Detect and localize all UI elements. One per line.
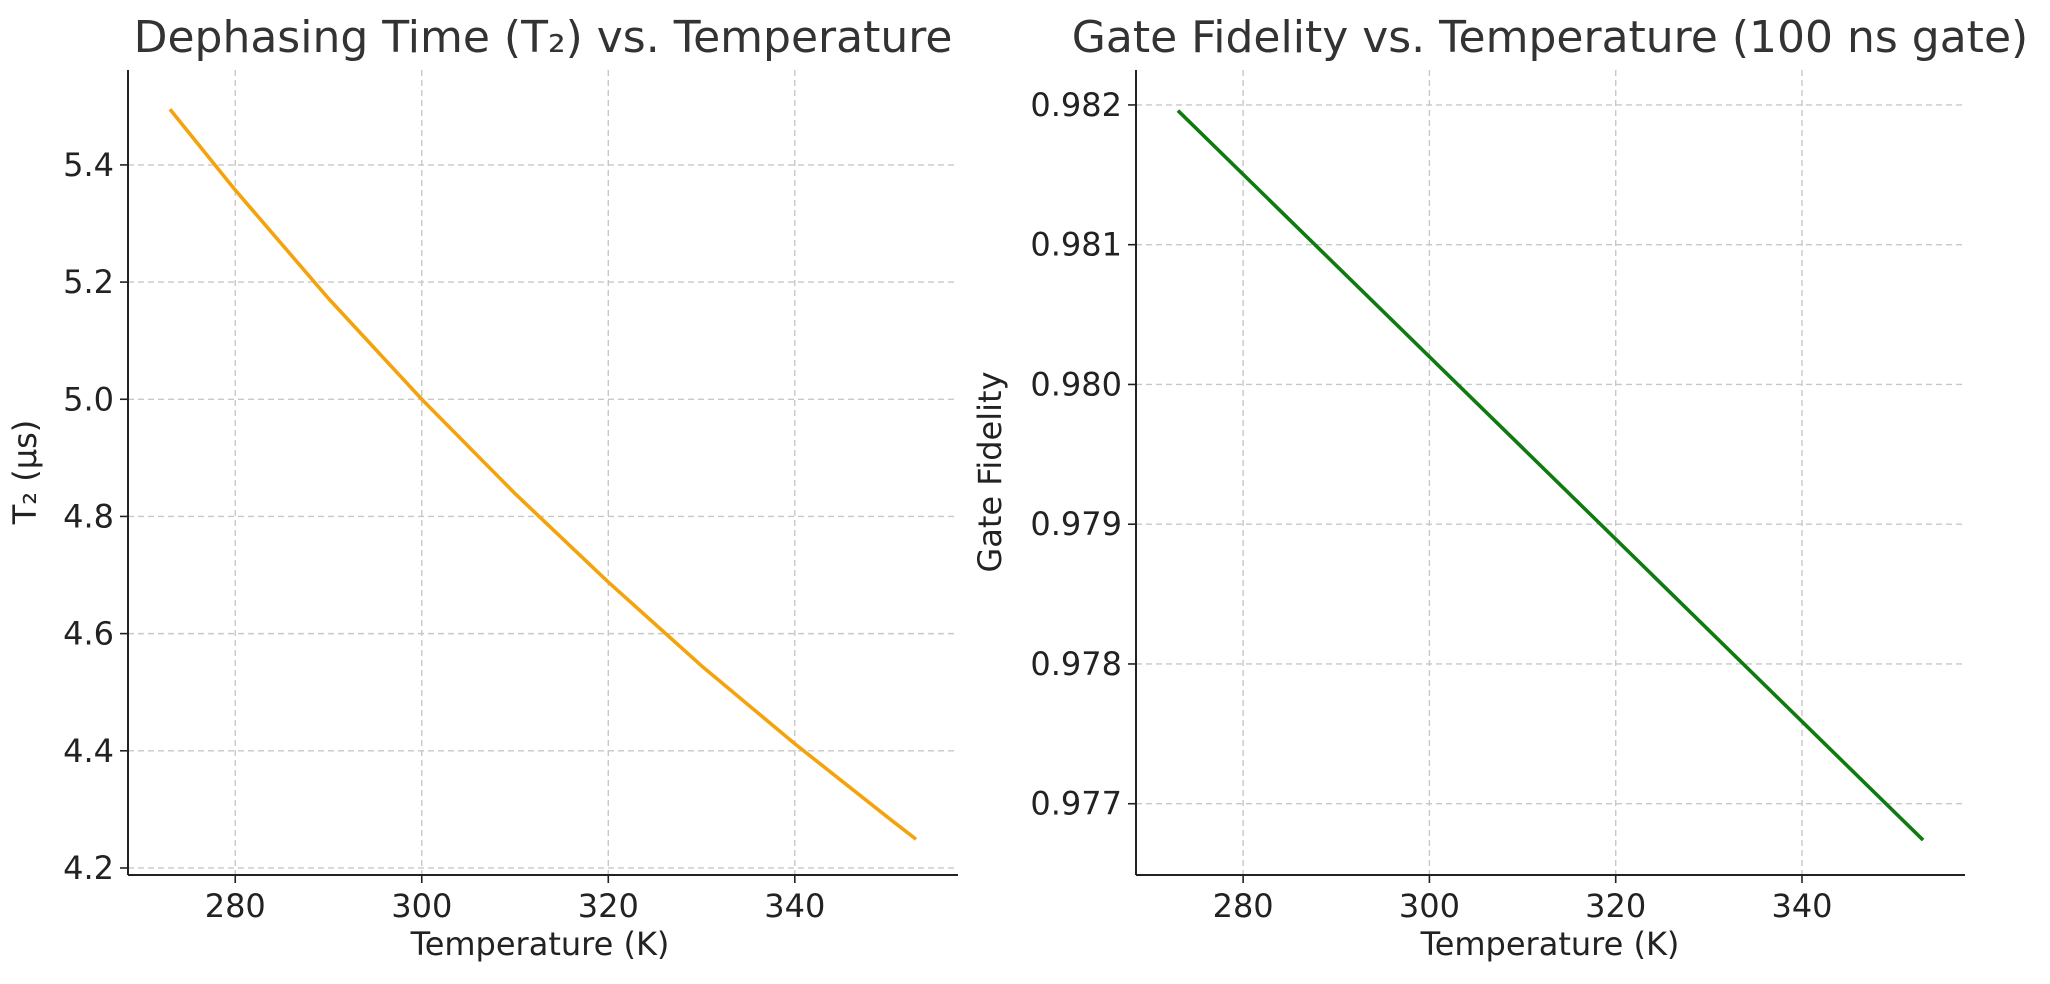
fidelity-y-axis-label: Gate Fidelity: [971, 371, 1009, 572]
t2-x-axis-label: Temperature (K): [410, 925, 670, 963]
t2-y-tick-label: 5.2: [63, 263, 114, 301]
t2-y-tick-label: 4.4: [63, 732, 114, 770]
fidelity-y-tick-label: 0.982: [1030, 86, 1122, 124]
t2-y-axis-label: T₂ (µs): [6, 420, 44, 526]
t2-chart: 280 300 320 340 4.2 4.4 4.6 4.8 5.0 5.2 5.4 Dephasi…: [6, 12, 958, 963]
fidelity-x-tick-label: 320: [1585, 887, 1646, 925]
fidelity-y-tick-label: 0.979: [1030, 505, 1122, 543]
fidelity-x-tick-label: 300: [1399, 887, 1460, 925]
t2-series-line: [168, 108, 918, 841]
t2-chart-title: Dephasing Time (T₂) vs. Temperature: [134, 12, 953, 63]
fidelity-series-line: [1176, 109, 1925, 842]
t2-x-tick-label: 300: [391, 887, 452, 925]
t2-y-tick-label: 4.8: [63, 497, 114, 535]
fidelity-chart: 280 300 320 340 0.977 0.978 0.979 0.980 0.981 0.9…: [971, 12, 2028, 963]
t2-y-tick-label: 4.6: [63, 615, 114, 653]
fidelity-x-tick-label: 280: [1213, 887, 1274, 925]
t2-x-tick-label: 280: [205, 887, 266, 925]
t2-x-tick-label: 320: [578, 887, 639, 925]
t2-y-tick-label: 5.0: [63, 380, 114, 418]
fidelity-y-tick-label: 0.981: [1030, 226, 1122, 264]
t2-y-tick-label: 4.2: [63, 849, 114, 887]
fidelity-x-tick-label: 340: [1771, 887, 1832, 925]
fidelity-x-axis-label: Temperature (K): [1420, 925, 1680, 963]
fidelity-y-tick-label: 0.977: [1030, 785, 1122, 823]
fidelity-y-tick-label: 0.978: [1030, 645, 1122, 683]
fidelity-chart-title: Gate Fidelity vs. Temperature (100 ns ga…: [1072, 12, 2028, 63]
t2-y-tick-label: 5.4: [63, 146, 114, 184]
t2-x-tick-label: 340: [764, 887, 825, 925]
fidelity-y-tick-label: 0.980: [1030, 365, 1122, 403]
